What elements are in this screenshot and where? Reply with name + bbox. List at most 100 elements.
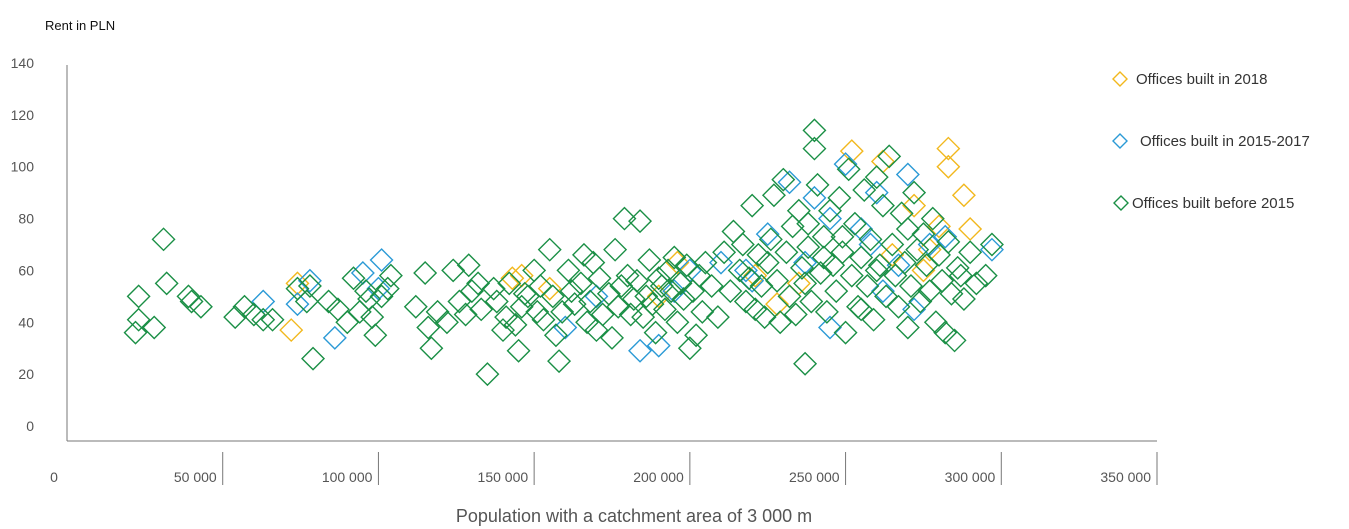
data-point xyxy=(543,323,568,348)
data-point xyxy=(419,336,444,361)
data-point xyxy=(936,229,961,254)
data-point xyxy=(802,185,827,210)
data-point xyxy=(662,245,687,270)
data-point xyxy=(341,266,366,291)
data-point xyxy=(821,253,846,278)
data-point xyxy=(584,284,609,309)
data-point xyxy=(475,362,500,387)
data-point xyxy=(484,289,509,314)
data-point xyxy=(126,307,151,332)
data-point xyxy=(251,307,276,332)
data-point xyxy=(413,261,438,286)
data-point xyxy=(958,240,983,265)
data-point xyxy=(783,302,808,327)
data-point xyxy=(895,162,920,187)
data-point xyxy=(774,240,799,265)
data-point xyxy=(684,323,709,348)
data-point xyxy=(416,315,441,340)
data-point xyxy=(506,338,531,363)
legend-label: Offices built in 2018 xyxy=(1136,71,1267,88)
data-point xyxy=(920,206,945,231)
data-point xyxy=(547,349,572,374)
data-point xyxy=(796,211,821,236)
legend-marker xyxy=(1112,71,1128,87)
data-point xyxy=(858,227,883,252)
data-point xyxy=(936,154,961,179)
y-tick-label: 20 xyxy=(18,366,34,382)
data-point xyxy=(846,294,871,319)
data-point xyxy=(948,263,973,288)
data-point xyxy=(609,273,634,298)
data-point xyxy=(522,258,547,283)
data-point xyxy=(335,310,360,335)
data-point xyxy=(902,297,927,322)
data-point xyxy=(786,198,811,223)
data-point xyxy=(301,346,326,371)
series-1 xyxy=(251,152,1004,363)
data-point xyxy=(126,284,151,309)
data-point xyxy=(525,299,550,324)
y-axis-title: Rent in PLN xyxy=(45,18,115,33)
y-tick-label: 40 xyxy=(18,314,34,330)
data-point xyxy=(979,237,1004,262)
legend-label: Offices built before 2015 xyxy=(1132,195,1294,212)
data-point xyxy=(874,284,899,309)
data-point xyxy=(693,250,718,275)
data-point xyxy=(923,310,948,335)
data-point xyxy=(933,320,958,345)
data-point xyxy=(886,294,911,319)
data-point xyxy=(188,294,213,319)
data-point xyxy=(571,242,596,267)
data-point xyxy=(142,315,167,340)
series-2 xyxy=(123,118,1004,387)
data-point xyxy=(870,193,895,218)
data-point xyxy=(898,273,923,298)
data-point xyxy=(606,294,631,319)
data-point xyxy=(491,318,515,343)
data-point xyxy=(768,310,793,335)
data-point xyxy=(469,297,494,322)
data-point xyxy=(316,289,341,314)
data-point xyxy=(531,307,556,332)
data-point xyxy=(917,279,942,304)
data-point xyxy=(877,144,902,169)
data-point xyxy=(575,310,600,335)
data-point xyxy=(917,232,942,257)
data-point xyxy=(459,279,484,304)
data-point xyxy=(743,297,768,322)
data-point xyxy=(880,232,905,257)
data-point xyxy=(347,299,372,324)
data-point xyxy=(540,284,565,309)
y-tick-label: 80 xyxy=(18,211,34,227)
data-point xyxy=(927,214,951,239)
data-point xyxy=(870,279,895,304)
y-tick-label: 60 xyxy=(18,262,34,278)
data-point xyxy=(568,271,593,296)
data-point xyxy=(758,227,783,252)
data-point xyxy=(789,255,814,280)
data-point xyxy=(802,118,827,143)
data-point xyxy=(855,273,880,298)
data-point xyxy=(363,323,388,348)
data-point xyxy=(403,294,428,319)
data-point xyxy=(939,281,964,306)
data-point xyxy=(718,279,743,304)
x-tick-label: 250 000 xyxy=(789,469,840,485)
data-point xyxy=(793,351,818,376)
data-point xyxy=(830,224,855,249)
data-point xyxy=(232,294,257,319)
data-point xyxy=(805,172,830,197)
data-point xyxy=(680,279,705,304)
data-point xyxy=(833,152,858,177)
legend-marker xyxy=(1112,133,1128,149)
data-point xyxy=(621,286,646,311)
data-point xyxy=(811,245,836,270)
data-point xyxy=(634,284,659,309)
data-point xyxy=(537,237,562,262)
data-point xyxy=(456,253,481,278)
legend-label: Offices built in 2015-2017 xyxy=(1140,133,1310,150)
data-point xyxy=(646,333,671,358)
data-point xyxy=(503,312,528,337)
data-point xyxy=(958,216,983,241)
